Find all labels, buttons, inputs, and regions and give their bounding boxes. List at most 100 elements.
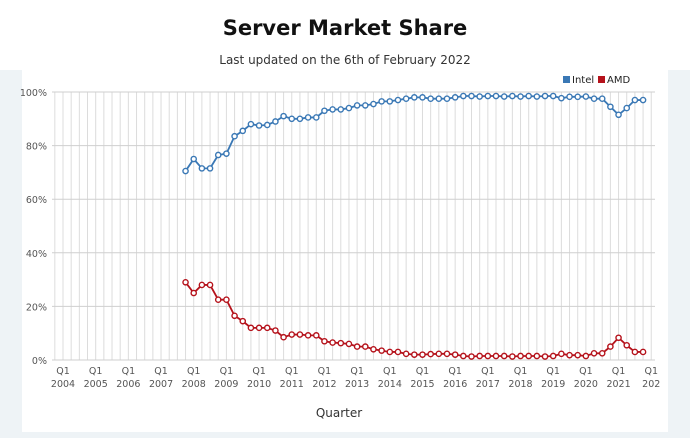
data-point-amd <box>541 353 549 360</box>
chart-card <box>22 70 668 432</box>
data-point-intel <box>427 95 434 102</box>
x-tick-label: Q1 <box>612 366 626 377</box>
x-tick-year: 2007 <box>149 379 173 390</box>
data-point-intel <box>321 107 328 115</box>
data-point-intel <box>182 167 189 175</box>
data-point-intel <box>223 150 230 157</box>
x-tick-year: 2004 <box>51 379 75 390</box>
data-point-amd <box>451 351 459 358</box>
x-tick-year: 2009 <box>214 379 238 390</box>
data-point-intel <box>263 121 271 129</box>
data-point-intel <box>607 103 614 111</box>
data-point-amd <box>182 278 189 286</box>
data-point-intel <box>623 104 631 112</box>
data-point-intel <box>590 95 598 102</box>
data-point-amd <box>394 348 402 356</box>
data-point-amd <box>411 351 418 358</box>
data-point-amd <box>623 341 631 349</box>
x-tick-year: 2021 <box>606 379 630 390</box>
data-point-amd <box>402 350 410 358</box>
y-tick-label: 20% <box>26 302 47 313</box>
data-point-intel <box>198 165 206 172</box>
data-point-amd <box>566 351 573 359</box>
data-point-amd <box>296 331 304 338</box>
data-point-amd <box>223 296 230 304</box>
x-tick-label: Q1 <box>56 366 70 377</box>
data-point-amd <box>190 289 198 297</box>
data-point-amd <box>239 317 247 325</box>
x-tick-label: Q1 <box>285 366 299 377</box>
x-tick-year: 2005 <box>84 379 108 390</box>
x-tick-year: 2010 <box>247 379 271 390</box>
data-point-intel <box>255 122 263 129</box>
data-point-amd <box>517 352 524 360</box>
chart-title: Server Market Share <box>222 16 468 40</box>
data-point-amd <box>329 339 336 346</box>
x-tick-label: Q1 <box>644 366 658 377</box>
data-point-amd <box>288 331 296 338</box>
x-tick-label: Q1 <box>579 366 593 377</box>
data-point-amd <box>631 348 639 356</box>
data-point-intel <box>484 92 492 100</box>
data-point-amd <box>304 332 312 339</box>
data-point-amd <box>443 350 451 358</box>
data-point-intel <box>239 127 247 135</box>
data-point-amd <box>353 343 361 350</box>
data-point-amd <box>500 352 508 360</box>
data-point-intel <box>631 96 639 104</box>
data-point-amd <box>321 337 328 345</box>
x-tick-label: Q1 <box>383 366 397 377</box>
data-point-amd <box>468 353 475 360</box>
y-tick-label: 80% <box>26 142 47 153</box>
data-point-intel <box>288 115 296 123</box>
x-tick-year: 2014 <box>378 379 402 390</box>
x-tick-year: 2019 <box>541 379 565 390</box>
data-point-intel <box>272 118 279 125</box>
x-tick-year: 2020 <box>574 379 598 390</box>
header: Server Market Share Last updated on the … <box>0 0 690 70</box>
data-point-intel <box>558 94 565 102</box>
data-point-intel <box>402 95 410 102</box>
data-point-amd <box>255 324 263 332</box>
data-point-intel <box>639 96 647 104</box>
data-point-intel <box>574 93 582 101</box>
legend-swatch-intel <box>563 76 570 83</box>
data-point-intel <box>460 92 467 100</box>
data-point-intel <box>394 96 402 104</box>
data-point-intel <box>525 92 532 100</box>
data-point-amd <box>476 352 483 360</box>
x-tick-year: 2015 <box>410 379 434 390</box>
data-point-intel <box>190 155 198 163</box>
data-point-intel <box>206 165 214 172</box>
data-point-intel <box>231 132 238 140</box>
data-point-amd <box>435 350 443 358</box>
data-point-intel <box>598 95 606 102</box>
data-point-intel <box>386 98 394 105</box>
y-tick-label: 0% <box>32 356 47 367</box>
x-tick-label: Q1 <box>122 366 136 377</box>
data-point-amd <box>598 349 606 357</box>
data-point-amd <box>639 348 647 356</box>
data-point-amd <box>280 333 287 341</box>
x-tick-year: 2017 <box>476 379 500 390</box>
data-point-amd <box>549 352 557 360</box>
data-point-intel <box>582 93 590 100</box>
data-point-amd <box>427 350 434 358</box>
data-point-intel <box>214 151 222 159</box>
data-point-amd <box>361 343 369 350</box>
data-point-intel <box>296 115 304 123</box>
x-tick-label: Q1 <box>187 366 201 377</box>
x-tick-label: Q1 <box>89 366 103 377</box>
data-point-amd <box>607 343 614 350</box>
legend-swatch-amd <box>598 76 605 83</box>
data-point-intel <box>492 92 500 100</box>
data-point-intel <box>312 114 320 121</box>
data-point-intel <box>468 92 475 100</box>
data-point-amd <box>312 332 320 339</box>
data-point-amd <box>492 352 500 360</box>
x-tick-year: 202 <box>642 379 660 390</box>
x-tick-year: 2011 <box>280 379 304 390</box>
y-tick-label: 100% <box>20 88 47 99</box>
data-point-amd <box>574 351 582 359</box>
